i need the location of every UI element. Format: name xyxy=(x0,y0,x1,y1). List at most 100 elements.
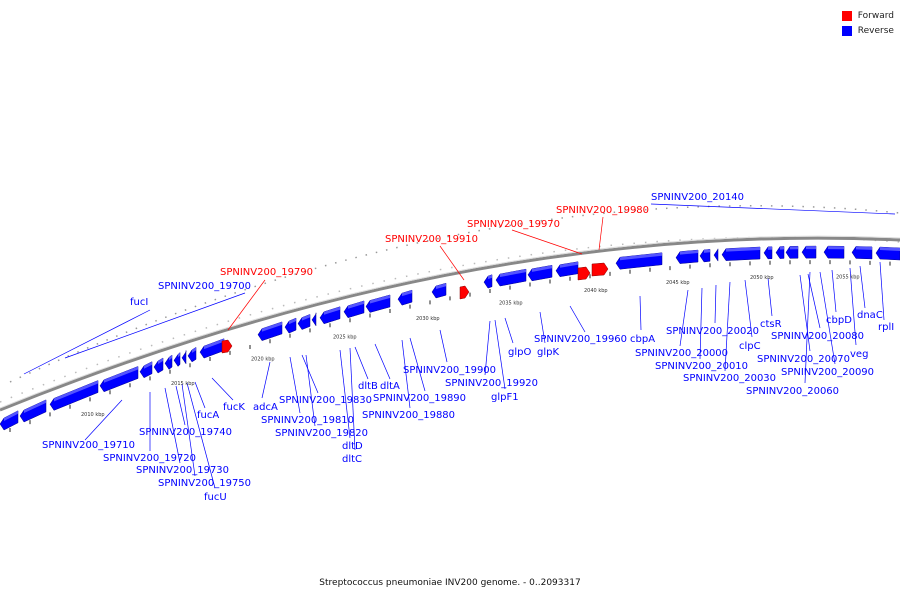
label-connector xyxy=(650,203,896,215)
reverse-gene-bevel xyxy=(856,246,872,250)
label-connector xyxy=(354,346,369,380)
kbp-tick-label: 2035 kbp xyxy=(499,300,523,306)
gene-label: glpO xyxy=(508,347,531,358)
reverse-gene-bevel xyxy=(620,252,662,261)
gene-label: SPNINV200_19820 xyxy=(275,428,368,439)
gene-label: glpK xyxy=(537,347,559,358)
gene-label: cbpD xyxy=(826,315,852,326)
label-connector xyxy=(849,267,857,346)
reverse-gene-bevel xyxy=(560,261,578,268)
reverse-gene-bevel xyxy=(54,380,98,402)
label-connector xyxy=(744,279,753,338)
reverse-gene-bevel xyxy=(370,294,390,304)
gene-label: SPNINV200_19700 xyxy=(158,281,251,292)
gene-label: SPNINV200_19900 xyxy=(403,365,496,376)
gene-label: fucK xyxy=(223,402,245,413)
gene-label: dltD xyxy=(342,441,363,452)
legend-reverse: Reverse xyxy=(841,23,894,38)
legend-forward-label: Forward xyxy=(857,10,894,21)
reverse-gene-bevel xyxy=(348,300,364,309)
label-connector xyxy=(339,349,351,439)
gene-label: SPNINV200_20020 xyxy=(666,326,759,337)
gene-label: SPNINV200_19890 xyxy=(373,393,466,404)
gene-label: dltA xyxy=(380,381,400,392)
forward-gene xyxy=(577,266,591,281)
gene-label: dltC xyxy=(342,454,362,465)
kbp-tick-label: 2050 kbp xyxy=(750,275,774,281)
label-connector xyxy=(401,339,411,409)
label-connector xyxy=(227,279,266,331)
gene-label: SPNINV200_19740 xyxy=(139,427,232,438)
label-connector xyxy=(261,361,271,399)
kbp-tick-label: 2055 kbp xyxy=(836,274,860,280)
kbp-tick-label: 2040 kbp xyxy=(584,288,608,294)
gene-label: dltB xyxy=(358,381,378,392)
kbp-tick-label: 2025 kbp xyxy=(333,335,357,341)
gene-label: rplI xyxy=(878,322,894,333)
gene-label: SPNINV200_20030 xyxy=(683,373,776,384)
label-connector xyxy=(807,273,821,329)
legend-forward: Forward xyxy=(841,8,894,23)
gene-label: SPNINV200_19720 xyxy=(103,453,196,464)
genome-backbone-highlight xyxy=(0,235,900,409)
label-connector xyxy=(211,377,234,401)
label-connector xyxy=(186,382,216,489)
label-connector xyxy=(164,387,181,464)
gene-label: SPNINV200_20070 xyxy=(757,354,850,365)
reverse-gene-bevel xyxy=(192,347,196,353)
label-connector xyxy=(409,337,426,392)
reverse-gene-bevel xyxy=(289,318,296,325)
kbp-tick-label: 2045 kbp xyxy=(666,280,690,286)
label-connector xyxy=(374,343,391,380)
genome-backbone xyxy=(0,236,900,412)
reverse-gene-bevel xyxy=(302,314,310,321)
label-connector xyxy=(799,274,811,352)
reverse-swatch xyxy=(841,25,852,36)
label-connector xyxy=(539,311,546,344)
label-connector xyxy=(289,356,301,414)
label-connector xyxy=(831,269,837,313)
label-connector xyxy=(494,319,506,390)
gene-label: SPNINV200_19920 xyxy=(445,378,538,389)
reverse-gene-bevel xyxy=(488,274,492,280)
gene-label: veg xyxy=(850,349,868,360)
legend: Forward Reverse xyxy=(841,8,894,38)
gene-label: clpC xyxy=(739,341,761,352)
reverse-gene xyxy=(181,350,187,365)
forward-swatch xyxy=(841,10,852,21)
gene-label: SPNINV200_19970 xyxy=(467,219,560,230)
reverse-gene-bevel xyxy=(178,352,180,358)
gene-label: fucI xyxy=(130,297,148,308)
label-connector xyxy=(305,354,316,427)
label-connector xyxy=(194,381,206,409)
forward-gene xyxy=(591,262,609,277)
label-connector xyxy=(879,261,885,321)
gene-label: SPNINV200_19730 xyxy=(136,465,229,476)
label-connector xyxy=(569,305,586,333)
label-connector xyxy=(484,320,491,376)
label-connector xyxy=(439,245,465,281)
label-connector xyxy=(679,289,689,347)
gene-label: SPNINV200_19980 xyxy=(556,205,649,216)
gene-label: SPNINV200_20010 xyxy=(655,361,748,372)
reverse-gene-bevel xyxy=(262,321,282,332)
reverse-gene-bevel xyxy=(680,250,698,255)
gene-label: SPNINV200_20080 xyxy=(771,331,864,342)
reverse-gene-bevel xyxy=(704,249,710,253)
gene-label: SPNINV200_20140 xyxy=(651,192,744,203)
gene-label: cbpA xyxy=(630,334,655,345)
gene-label: SPNINV200_19810 xyxy=(261,415,354,426)
gene-label: SPNINV200_19710 xyxy=(42,440,135,451)
kbp-tick-label: 2030 kbp xyxy=(416,316,440,322)
reverse-gene-bevel xyxy=(24,399,46,414)
label-connector xyxy=(511,229,583,255)
gene-label: SPNINV200_20090 xyxy=(781,367,874,378)
reverse-gene-bevel xyxy=(768,246,772,250)
gene-label: adcA xyxy=(253,402,278,413)
reverse-gene-bevel xyxy=(880,247,900,251)
label-connector xyxy=(699,287,703,360)
label-connector xyxy=(64,292,246,359)
label-connector xyxy=(181,383,196,477)
reverse-gene-bevel xyxy=(169,355,172,361)
label-connector xyxy=(504,317,514,344)
